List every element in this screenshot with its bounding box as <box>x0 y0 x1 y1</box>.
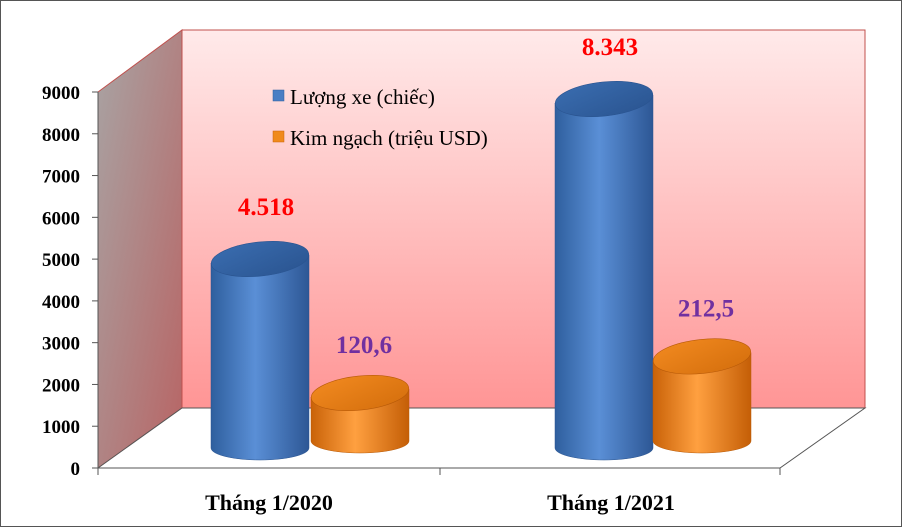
bar-top <box>652 338 752 375</box>
y-axis-ticks: 0 1000 2000 3000 4000 5000 6000 7000 8000 9000 <box>42 83 98 480</box>
legend-label-series-1: Lượng xe (chiếc) <box>290 85 435 109</box>
bar-luong-xe-2 <box>554 81 654 461</box>
x-tick-label: Tháng 1/2020 <box>205 490 333 515</box>
x-tick-label: Tháng 1/2021 <box>547 490 675 515</box>
data-label: 4.518 <box>238 194 294 221</box>
bar-kim-ngach-1 <box>310 375 410 454</box>
x-axis-ticks: Tháng 1/2020 Tháng 1/2021 <box>97 468 781 515</box>
y-tick-label: 0 <box>71 459 81 480</box>
y-tick-label: 4000 <box>42 292 80 313</box>
y-tick-label: 7000 <box>42 167 80 188</box>
data-label: 8.343 <box>582 34 638 61</box>
y-tick-label: 5000 <box>42 250 80 271</box>
bar-body <box>652 352 752 454</box>
legend-swatch-series-2 <box>272 130 285 143</box>
bar-body <box>554 94 654 461</box>
bar-top <box>210 241 310 277</box>
y-tick-label: 6000 <box>42 208 80 229</box>
bar-body <box>210 254 310 461</box>
legend-swatch-series-1 <box>272 89 285 102</box>
bar-top <box>310 375 410 411</box>
data-labels: 4.518 8.343 120,6 212,5 <box>238 34 734 359</box>
y-tick-label: 2000 <box>42 375 80 396</box>
y-tick-label: 1000 <box>42 417 80 438</box>
data-label: 212,5 <box>678 295 734 322</box>
y-tick-label: 9000 <box>42 83 80 104</box>
bars <box>210 81 752 461</box>
side-wall <box>97 29 183 469</box>
legend: Lượng xe (chiếc) Kim ngạch (triệu USD) <box>272 85 488 150</box>
bar-luong-xe-1 <box>210 241 310 461</box>
bar-top <box>554 81 654 117</box>
data-label: 120,6 <box>336 332 392 359</box>
legend-label-series-2: Kim ngạch (triệu USD) <box>290 126 488 150</box>
y-tick-label: 3000 <box>42 334 80 355</box>
y-tick-label: 8000 <box>42 125 80 146</box>
bar-kim-ngach-2 <box>652 338 752 454</box>
